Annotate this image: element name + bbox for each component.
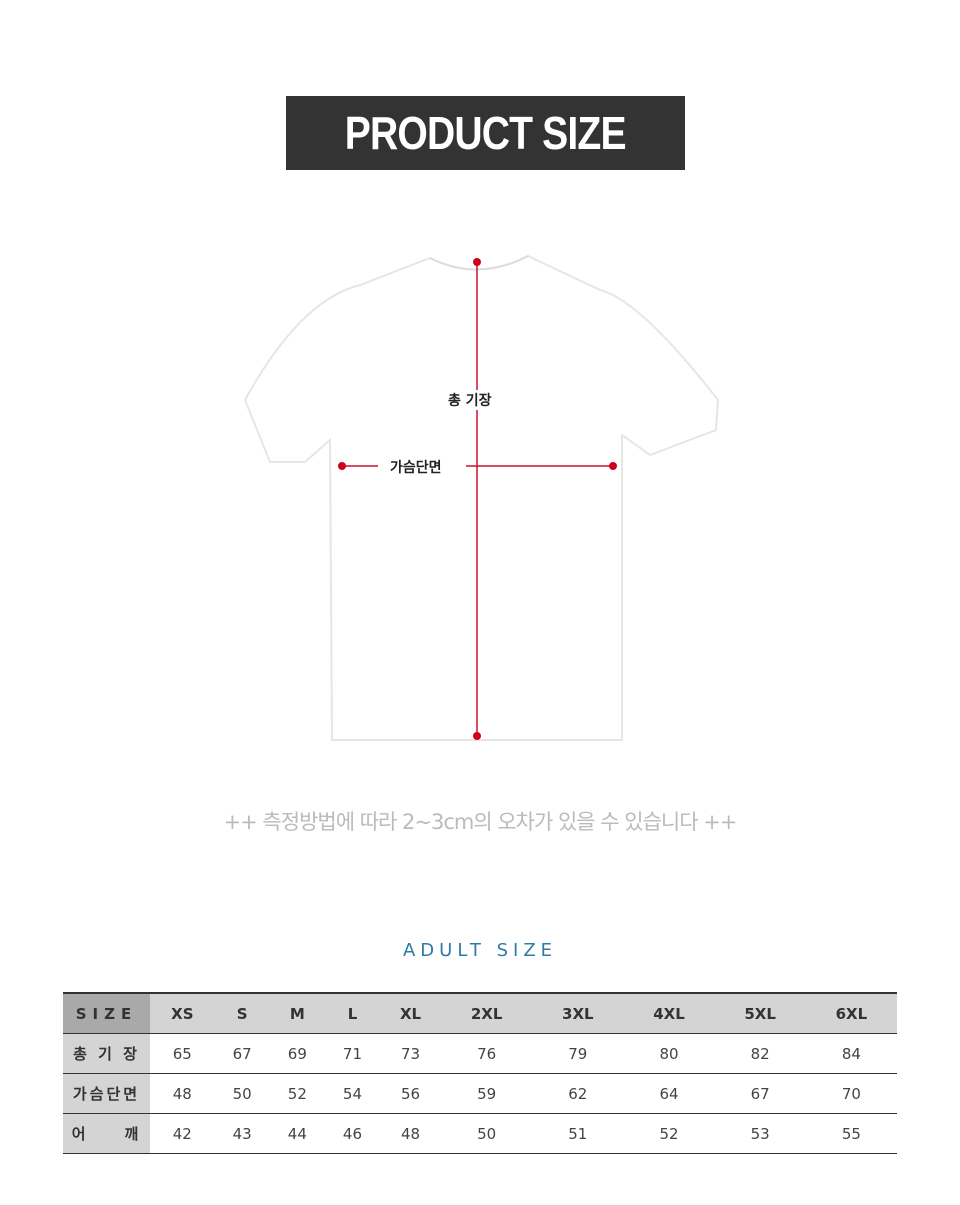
table-cell: 48 [150, 1073, 215, 1114]
table-cell: 69 [269, 1033, 325, 1074]
table-cell: 80 [623, 1033, 715, 1074]
table-cell: 84 [805, 1033, 897, 1074]
length-label: 총 기장 [448, 390, 492, 410]
table-cell: 46 [324, 1113, 381, 1154]
table-cell: 71 [324, 1033, 381, 1074]
table-cell: 67 [714, 1073, 806, 1114]
tshirt-image [243, 254, 720, 741]
table-cell: 62 [532, 1073, 624, 1114]
row-label: 총 기 장 [63, 1033, 150, 1074]
size-column-header: S [214, 993, 270, 1034]
title-text: PRODUCT SIZE [345, 107, 627, 159]
table-cell: 53 [714, 1113, 806, 1154]
table-cell: 54 [324, 1073, 381, 1114]
table-cell: 59 [441, 1073, 533, 1114]
size-column-header: M [269, 993, 325, 1034]
table-row: 가슴단면 48 50 52 54 56 59 62 64 67 70 [63, 1073, 897, 1114]
table-row: 어 깨 42 43 44 46 48 50 51 52 53 55 [63, 1113, 897, 1154]
table-row: 총 기 장 65 67 69 71 73 76 79 80 82 84 [63, 1033, 897, 1074]
table-cell: 64 [623, 1073, 715, 1114]
size-column-header: XL [380, 993, 442, 1034]
table-cell: 56 [380, 1073, 442, 1114]
page-title: PRODUCT SIZE [286, 96, 685, 170]
size-column-header: 6XL [805, 993, 897, 1034]
row-label: 가슴단면 [63, 1073, 150, 1114]
table-cell: 67 [214, 1033, 270, 1074]
table-cell: 50 [214, 1073, 270, 1114]
length-bottom-dot [473, 732, 481, 740]
table-cell: 70 [805, 1073, 897, 1114]
table-cell: 79 [532, 1033, 624, 1074]
measurement-note: ++ 측정방법에 따라 2~3cm의 오차가 있을 수 있습니다 ++ [223, 810, 738, 834]
table-cell: 65 [150, 1033, 215, 1074]
size-column-header: 3XL [532, 993, 624, 1034]
size-column-header: 5XL [714, 993, 806, 1034]
table-cell: 55 [805, 1113, 897, 1154]
size-column-header: 4XL [623, 993, 715, 1034]
section-title: ADULT SIZE [402, 940, 558, 961]
length-top-dot [473, 258, 481, 266]
table-cell: 44 [269, 1113, 325, 1154]
chest-right-dot [609, 462, 617, 470]
table-cell: 42 [150, 1113, 215, 1154]
tshirt-diagram [243, 254, 720, 741]
table-cell: 43 [214, 1113, 270, 1154]
chest-label: 가슴단면 [390, 460, 442, 476]
size-column-header: 2XL [441, 993, 533, 1034]
table-cell: 50 [441, 1113, 533, 1154]
size-column-header: L [324, 993, 381, 1034]
table-header-row: SIZE XS S M L XL 2XL 3XL 4XL 5XL 6XL [63, 993, 897, 1034]
size-table: SIZE XS S M L XL 2XL 3XL 4XL 5XL 6XL 총 기 장 65 67 69 71… [63, 992, 897, 1154]
table-cell: 51 [532, 1113, 624, 1154]
row-label: 어 깨 [63, 1113, 150, 1154]
table-cell: 76 [441, 1033, 533, 1074]
size-header: SIZE [63, 993, 150, 1034]
chest-left-dot [338, 462, 346, 470]
table-cell: 73 [380, 1033, 442, 1074]
table-cell: 52 [623, 1113, 715, 1154]
table-cell: 48 [380, 1113, 442, 1154]
table-cell: 52 [269, 1073, 325, 1114]
size-column-header: XS [150, 993, 215, 1034]
table-cell: 82 [714, 1033, 806, 1074]
